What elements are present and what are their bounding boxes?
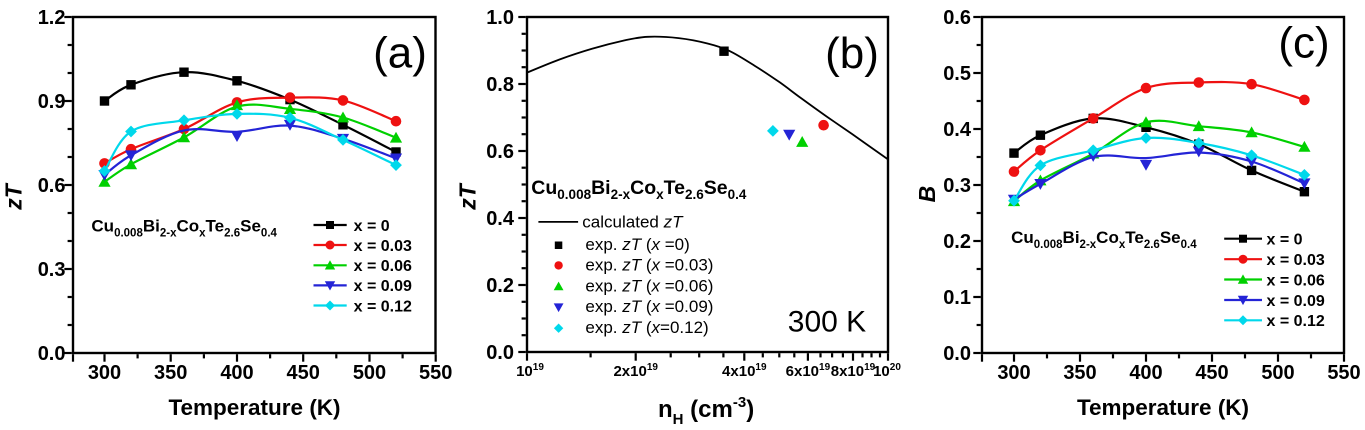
svg-text:(a): (a) [373,29,427,78]
svg-text:0.6: 0.6 [486,141,514,163]
svg-text:x = 0.06: x = 0.06 [1267,272,1325,289]
svg-text:0.6: 0.6 [943,7,971,29]
svg-text:x = 0.03: x = 0.03 [354,238,412,255]
svg-text:450: 450 [1195,362,1228,384]
svg-text:0.8: 0.8 [486,74,514,96]
svg-text:0.0: 0.0 [943,343,971,365]
svg-text:x = 0.09: x = 0.09 [354,278,412,295]
svg-text:exp. zT (x =0.09): exp. zT (x =0.09) [585,297,713,316]
svg-text:zT: zT [455,182,481,211]
svg-text:400: 400 [1129,362,1162,384]
svg-text:0.0: 0.0 [38,343,66,365]
svg-text:0.9: 0.9 [38,91,66,113]
svg-text:exp. zT (x=0.12): exp. zT (x=0.12) [585,318,708,337]
svg-text:300 K: 300 K [788,306,866,339]
svg-text:Temperature (K): Temperature (K) [168,395,340,420]
svg-text:0.4: 0.4 [943,119,972,141]
svg-text:0.4: 0.4 [486,208,515,230]
svg-text:calculated zT: calculated zT [582,213,684,232]
svg-text:0.3: 0.3 [943,175,971,197]
svg-text:1.0: 1.0 [486,7,514,29]
svg-text:exp. zT (x =0.03): exp. zT (x =0.03) [585,255,713,274]
svg-text:x = 0.12: x = 0.12 [354,298,412,315]
svg-text:zT: zT [1,182,27,211]
svg-text:exp. zT (x =0): exp. zT (x =0) [585,235,689,254]
svg-text:0.0: 0.0 [486,342,514,364]
svg-text:(b): (b) [825,29,879,78]
svg-text:300: 300 [997,362,1030,384]
svg-text:x = 0.12: x = 0.12 [1267,313,1325,330]
svg-text:x = 0: x = 0 [354,218,390,235]
svg-text:500: 500 [1261,362,1294,384]
svg-text:1.2: 1.2 [38,7,66,29]
svg-text:500: 500 [353,362,386,384]
svg-text:exp. zT (x =0.06): exp. zT (x =0.06) [585,276,713,295]
svg-text:x = 0.09: x = 0.09 [1267,293,1325,310]
svg-text:0.5: 0.5 [943,63,971,85]
svg-text:x = 0.06: x = 0.06 [354,258,412,275]
svg-text:0.6: 0.6 [38,175,66,197]
svg-text:0.1: 0.1 [943,287,971,309]
svg-text:550: 550 [419,362,452,384]
svg-text:0.3: 0.3 [38,259,66,281]
svg-text:0.2: 0.2 [486,275,514,297]
svg-text:0.2: 0.2 [943,231,971,253]
svg-text:Temperature (K): Temperature (K) [1077,395,1249,420]
svg-text:350: 350 [1063,362,1096,384]
svg-text:550: 550 [1327,362,1360,384]
svg-text:x = 0.03: x = 0.03 [1267,252,1325,269]
svg-text:300: 300 [88,362,121,384]
svg-text:x = 0: x = 0 [1267,232,1303,249]
svg-text:350: 350 [154,362,187,384]
svg-text:450: 450 [287,362,320,384]
svg-text:B: B [914,186,940,203]
svg-text:(c): (c) [1278,19,1329,68]
svg-text:400: 400 [220,362,253,384]
